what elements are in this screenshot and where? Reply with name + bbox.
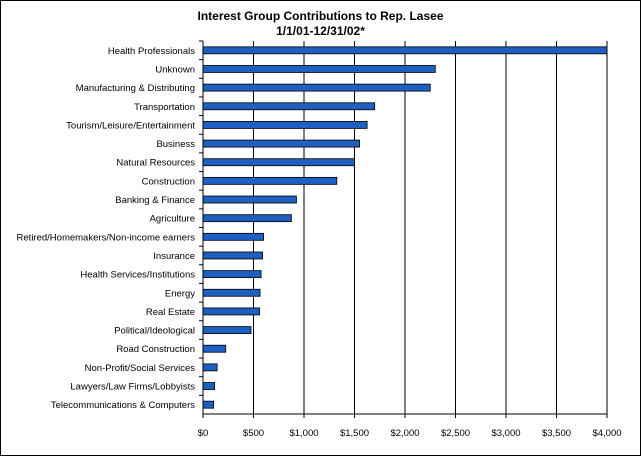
category-label: Telecommunications & Computers xyxy=(51,400,195,411)
category-label: Lawyers/Law Firms/Lobbyists xyxy=(70,382,195,393)
chart-title: Interest Group Contributions to Rep. Las… xyxy=(197,9,444,23)
bar xyxy=(202,158,355,167)
bar xyxy=(202,326,252,334)
category-label: Construction xyxy=(142,176,195,187)
gridlines xyxy=(253,41,608,414)
axes xyxy=(199,40,608,418)
category-label: Transportation xyxy=(134,102,195,113)
category-label: Manufacturing & Distributing xyxy=(76,83,195,94)
bar xyxy=(202,139,360,148)
x-tick-label: $2,500 xyxy=(441,428,470,439)
bar xyxy=(202,270,262,279)
x-tick-label: $1,000 xyxy=(289,428,318,439)
bar xyxy=(202,307,260,316)
category-label: Unknown xyxy=(155,64,195,75)
bar xyxy=(202,288,261,297)
category-label: Non-Profit/Social Services xyxy=(85,363,196,374)
category-label: Real Estate xyxy=(146,307,195,318)
x-tick-label: $1,500 xyxy=(340,428,369,439)
x-tick-labels: $0 $500 $1,000 $1,500 $2,000 $2,500 $3,000 $3,5… xyxy=(198,428,622,439)
x-tick-label: $0 xyxy=(198,428,209,439)
category-label: Energy xyxy=(165,288,195,299)
category-label: Banking & Finance xyxy=(115,195,195,206)
category-label: Natural Resources xyxy=(116,158,195,169)
bar xyxy=(202,65,436,73)
x-tick-label: $4,000 xyxy=(592,428,621,439)
x-tick-label: $500 xyxy=(243,428,264,439)
category-label: Political/Ideological xyxy=(114,326,195,337)
bar xyxy=(202,121,368,129)
x-tick-label: $2,000 xyxy=(390,428,419,439)
bar xyxy=(202,214,292,223)
category-label: Tourism/Leisure/Entertainment xyxy=(66,120,195,131)
bar xyxy=(202,382,216,390)
bar xyxy=(202,363,218,372)
category-label: Health Professionals xyxy=(108,46,195,57)
bar xyxy=(202,102,376,111)
category-labels: Health Professionals Unknown Manufacturing… xyxy=(17,46,196,411)
category-label: Business xyxy=(156,139,195,150)
chart-subtitle: 1/1/01-12/31/02* xyxy=(276,24,365,38)
bar xyxy=(202,195,297,204)
category-label: Agriculture xyxy=(150,214,195,225)
category-label: Retired/Homemakers/Non-income earners xyxy=(17,232,196,243)
bar xyxy=(202,344,227,353)
bar xyxy=(202,83,431,92)
category-label: Insurance xyxy=(153,251,195,262)
x-tick-label: $3,500 xyxy=(542,428,571,439)
bar xyxy=(202,400,215,409)
bar xyxy=(202,176,338,185)
x-tick-label: $3,000 xyxy=(491,428,520,439)
category-label: Road Construction xyxy=(116,344,195,355)
bar xyxy=(202,251,263,260)
bar xyxy=(202,232,264,241)
bar xyxy=(202,46,608,55)
category-label: Health Services/Institutions xyxy=(80,270,195,281)
